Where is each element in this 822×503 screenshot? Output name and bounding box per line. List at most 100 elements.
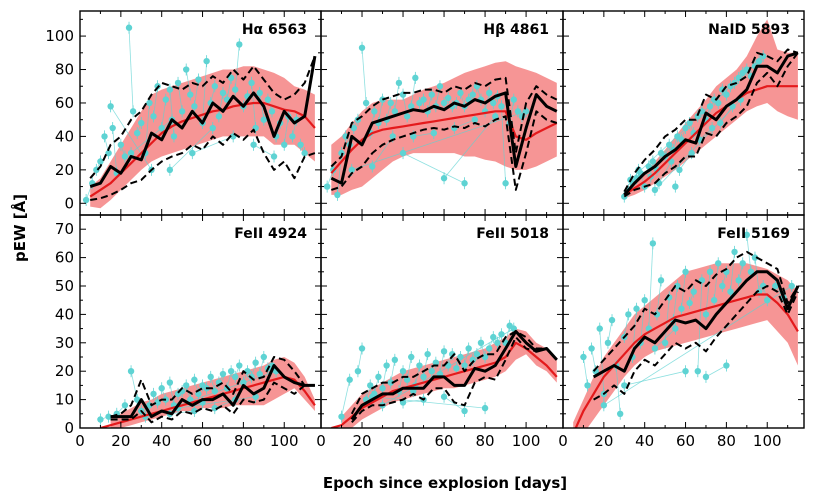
data-points xyxy=(338,319,517,423)
data-point xyxy=(183,382,190,389)
median-line xyxy=(350,329,558,421)
mean-line xyxy=(89,101,316,198)
data-point xyxy=(440,99,448,107)
data-point xyxy=(256,370,263,378)
data-point xyxy=(281,141,288,148)
point-link xyxy=(443,396,465,412)
plot-area xyxy=(331,319,558,428)
data-point xyxy=(240,379,247,386)
y-tick-label: 0 xyxy=(64,419,74,437)
point-link xyxy=(423,354,429,377)
data-point xyxy=(125,24,133,31)
mean-line xyxy=(574,293,799,428)
y-tick-label: 40 xyxy=(55,305,74,323)
data-point xyxy=(236,362,243,369)
median-line xyxy=(592,270,800,379)
data-point xyxy=(219,370,227,378)
data-point xyxy=(430,129,437,137)
data-point xyxy=(616,410,624,417)
data-point xyxy=(334,191,341,199)
data-point xyxy=(461,362,468,369)
data-point xyxy=(232,373,239,381)
data-point xyxy=(764,297,771,304)
data-point xyxy=(485,345,493,352)
y-tick-label: 100 xyxy=(45,27,74,45)
data-point xyxy=(117,141,125,148)
point-link xyxy=(435,86,441,107)
point-link xyxy=(169,89,175,137)
percentile-high-line xyxy=(89,55,316,179)
data-point xyxy=(481,404,489,412)
percentile-high-line xyxy=(592,250,799,372)
data-point xyxy=(338,413,345,420)
plot-area xyxy=(97,351,316,428)
panel-feii-5169: 0 20 40 60 80 100 FeII 5169 xyxy=(558,214,805,450)
x-tick-label: 20 xyxy=(352,432,371,450)
x-tick-label: 20 xyxy=(594,432,613,450)
y-axis-label: pEW [Å] xyxy=(10,194,29,262)
point-link xyxy=(654,99,741,191)
data-point xyxy=(178,108,186,115)
data-point xyxy=(490,333,497,341)
data-point xyxy=(127,149,135,157)
y-tick-label: 60 xyxy=(55,249,74,267)
panel-h-4861: Hβ 4861 xyxy=(320,10,564,216)
data-point xyxy=(387,379,394,386)
data-point xyxy=(743,231,751,239)
data-point xyxy=(232,86,239,93)
data-point xyxy=(490,99,497,107)
y-tick-label: 0 xyxy=(64,194,74,212)
data-point xyxy=(694,368,701,375)
data-point xyxy=(657,277,665,284)
plot-area xyxy=(323,41,558,201)
data-point xyxy=(510,96,517,103)
data-point xyxy=(410,133,417,140)
data-point xyxy=(369,163,376,170)
data-point xyxy=(690,288,697,295)
point-link xyxy=(382,365,388,389)
data-point xyxy=(432,359,440,366)
data-point xyxy=(127,368,135,375)
data-point xyxy=(301,149,308,157)
data-point xyxy=(260,353,268,361)
data-point xyxy=(150,113,157,120)
data-point xyxy=(666,141,673,148)
panel-feii-4924: 0 20 40 60 80 100 0 10 20 30 40 50 60 70 FeII 4924 xyxy=(55,214,322,450)
data-point xyxy=(588,345,595,352)
data-point xyxy=(154,399,161,406)
data-point xyxy=(211,83,218,90)
y-tick-label: 60 xyxy=(55,94,74,112)
point-link xyxy=(202,61,208,124)
y-tick-label: 10 xyxy=(55,391,74,409)
point-link xyxy=(705,365,727,378)
data-point xyxy=(403,113,411,120)
point-link xyxy=(185,69,191,95)
data-point xyxy=(498,331,505,338)
panel-title: NaID 5893 xyxy=(708,22,790,38)
data-point xyxy=(138,119,145,127)
data-point xyxy=(723,91,730,98)
point-link xyxy=(110,106,152,171)
data-point xyxy=(416,362,423,369)
data-point xyxy=(121,402,129,409)
data-point xyxy=(350,124,358,132)
data-point xyxy=(604,339,612,346)
percentile-low-line xyxy=(351,336,558,423)
y-tick-label: 30 xyxy=(55,334,74,352)
percentile-high-line xyxy=(350,330,558,415)
panel-frame xyxy=(562,214,805,429)
data-point xyxy=(465,345,472,352)
point-link xyxy=(443,116,496,179)
data-point xyxy=(440,175,448,182)
data-point xyxy=(191,407,198,415)
data-point xyxy=(166,379,174,386)
data-point xyxy=(270,153,278,160)
data-point xyxy=(412,74,419,82)
point-link xyxy=(410,77,416,107)
data-point xyxy=(107,103,114,110)
data-point xyxy=(649,240,657,247)
data-point xyxy=(461,407,468,415)
data-point xyxy=(682,368,689,375)
percentile-low-line xyxy=(330,110,558,191)
